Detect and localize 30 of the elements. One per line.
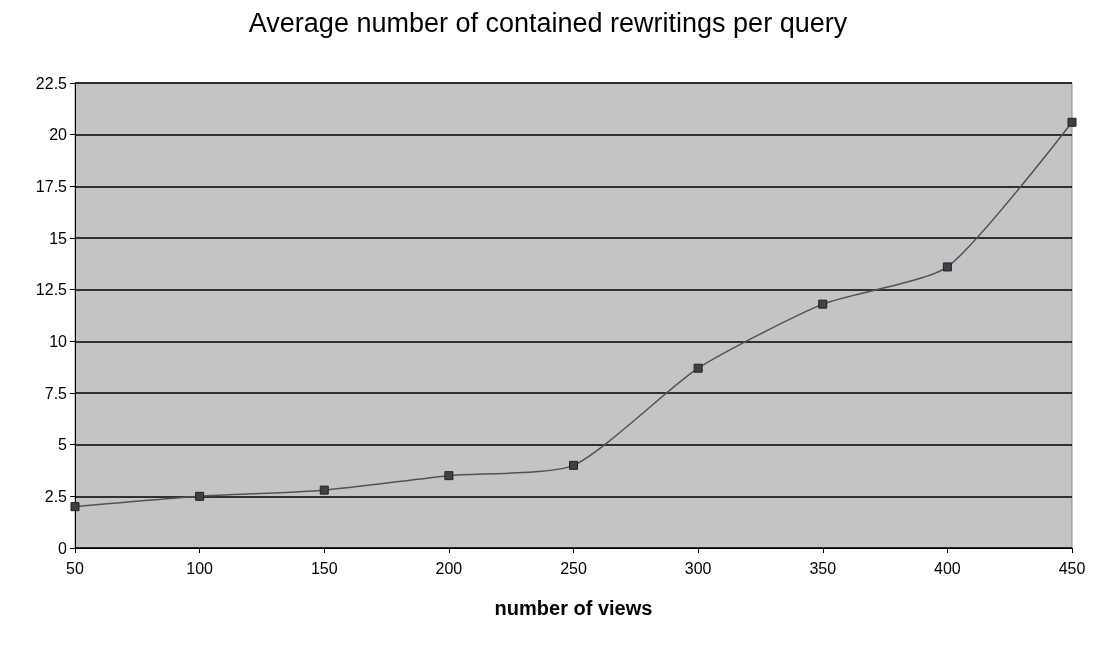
x-tick-label: 450 (1058, 559, 1086, 577)
y-tick-label: 10 (49, 332, 68, 350)
y-tick-label: 2.5 (44, 487, 68, 505)
point (195, 491, 205, 501)
x-tick-label: 300 (684, 559, 712, 577)
y-tick-label: 12.5 (35, 281, 68, 299)
x-tick-label: 50 (66, 559, 84, 577)
point (569, 460, 578, 470)
x-tick-label: 100 (186, 559, 214, 577)
x-axis-title: number of views (494, 597, 653, 619)
point (818, 299, 828, 309)
y-tick-label: 7.5 (44, 384, 68, 402)
y-tick-label: 0 (58, 539, 68, 557)
point (444, 471, 454, 481)
x-tick-label: 350 (809, 559, 837, 577)
y-tick-label: 5 (58, 436, 68, 454)
y-tick-label: 22.5 (35, 74, 68, 92)
point (70, 502, 80, 512)
point (319, 485, 329, 495)
point (942, 262, 952, 272)
x-tick-label: 150 (310, 559, 338, 577)
x-tick-label: 400 (934, 559, 961, 577)
chart-title: Average number of contained rewritings per query (248, 7, 848, 38)
y-tick-label: 15 (49, 229, 68, 247)
y-tick-label: 20 (49, 126, 68, 144)
x-tick-label: 200 (435, 559, 463, 577)
point (1067, 117, 1077, 127)
y-tick-label: 17.5 (35, 177, 68, 195)
x-tick-label: 250 (560, 559, 587, 577)
point (693, 363, 703, 373)
